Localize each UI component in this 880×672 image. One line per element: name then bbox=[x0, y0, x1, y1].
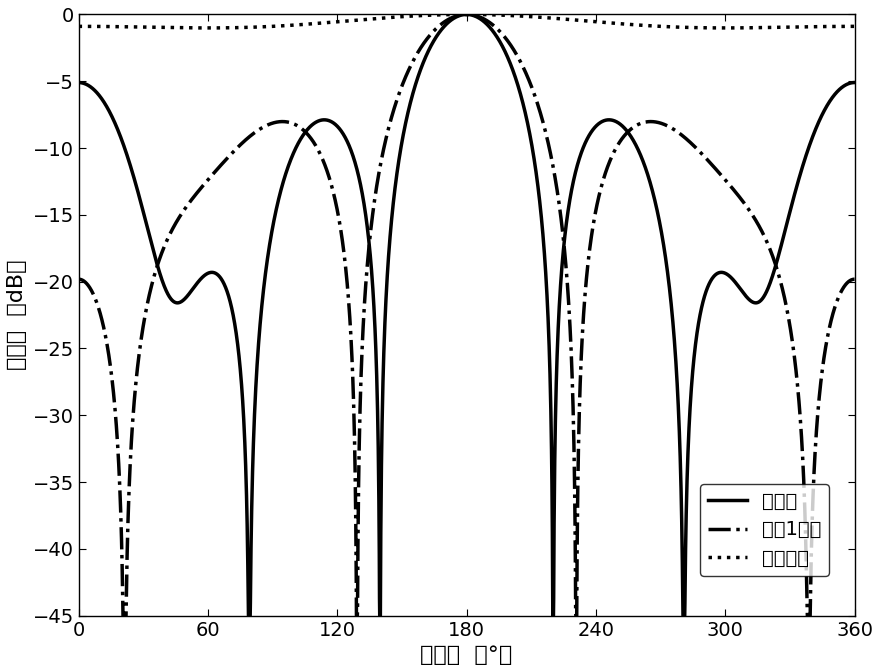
常规方法 bbox=[166, 24, 177, 32]
常规方法 bbox=[122, 23, 133, 31]
本发明 bbox=[849, 79, 860, 87]
常规方法 bbox=[610, 19, 620, 28]
常规方法 bbox=[315, 19, 326, 27]
常规方法 bbox=[461, 10, 472, 18]
文献1方法 bbox=[118, 612, 128, 620]
Y-axis label: 波束图  （dB）: 波束图 （dB） bbox=[7, 260, 27, 370]
Line: 常规方法: 常规方法 bbox=[78, 14, 854, 28]
文献1方法 bbox=[610, 146, 620, 154]
本发明 bbox=[610, 117, 620, 125]
Legend: 本发明, 文献1方法, 常规方法: 本发明, 文献1方法, 常规方法 bbox=[700, 484, 829, 576]
本发明 bbox=[166, 296, 177, 304]
文献1方法 bbox=[165, 228, 176, 236]
常规方法 bbox=[849, 22, 860, 30]
文献1方法 bbox=[73, 275, 84, 283]
X-axis label: 方位角  （°）: 方位角 （°） bbox=[421, 645, 513, 665]
Line: 文献1方法: 文献1方法 bbox=[78, 14, 854, 616]
本发明 bbox=[315, 116, 326, 124]
本发明 bbox=[73, 79, 84, 87]
常规方法 bbox=[165, 24, 176, 32]
文献1方法 bbox=[167, 226, 178, 234]
本发明 bbox=[122, 153, 133, 161]
常规方法 bbox=[202, 24, 213, 32]
文献1方法 bbox=[122, 526, 133, 534]
Line: 本发明: 本发明 bbox=[78, 14, 854, 616]
本发明 bbox=[461, 10, 472, 18]
文献1方法 bbox=[461, 10, 472, 18]
常规方法 bbox=[673, 23, 684, 31]
文献1方法 bbox=[315, 150, 326, 158]
文献1方法 bbox=[673, 128, 684, 136]
文献1方法 bbox=[849, 275, 860, 283]
本发明 bbox=[243, 612, 253, 620]
常规方法 bbox=[73, 22, 84, 30]
本发明 bbox=[673, 401, 684, 409]
本发明 bbox=[165, 295, 176, 303]
